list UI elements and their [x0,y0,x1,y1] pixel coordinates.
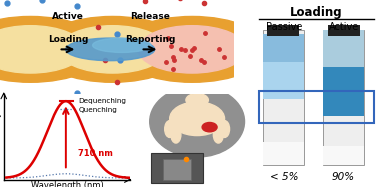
Bar [262,34,304,99]
Text: 710 nm: 710 nm [78,149,113,158]
Circle shape [150,86,245,157]
Bar [262,34,304,62]
Text: Passive: Passive [266,22,303,32]
Ellipse shape [202,122,217,132]
Text: Loading: Loading [290,6,343,19]
Ellipse shape [93,38,151,52]
Ellipse shape [66,38,155,61]
Ellipse shape [171,126,181,143]
Text: 90%: 90% [332,172,355,182]
Circle shape [117,16,267,82]
Bar [328,25,359,36]
Ellipse shape [170,102,225,136]
Text: Reporting: Reporting [125,35,175,44]
Ellipse shape [186,94,208,107]
Legend: Dequenching, Quenching: Dequenching, Quenching [57,95,129,115]
Circle shape [59,26,166,73]
Circle shape [0,26,84,73]
Circle shape [0,16,105,82]
Bar [323,67,364,116]
Y-axis label: Fl. Intensity: Fl. Intensity [0,112,2,161]
X-axis label: Wavelength (nm): Wavelength (nm) [31,181,104,187]
Text: Release: Release [130,12,170,21]
Ellipse shape [165,121,175,137]
Text: Loading: Loading [48,35,88,44]
Bar [323,30,364,165]
Ellipse shape [220,121,229,137]
FancyBboxPatch shape [151,153,203,183]
Bar [259,91,374,123]
Text: Active: Active [328,22,359,32]
Bar [323,146,364,165]
Circle shape [138,26,246,73]
Text: Active: Active [52,12,84,21]
Bar [262,30,304,165]
Ellipse shape [213,126,223,143]
Text: < 5%: < 5% [270,172,299,182]
FancyBboxPatch shape [163,159,191,180]
Circle shape [37,16,187,82]
Bar [262,142,304,165]
Bar [323,30,364,67]
Bar [268,25,299,36]
